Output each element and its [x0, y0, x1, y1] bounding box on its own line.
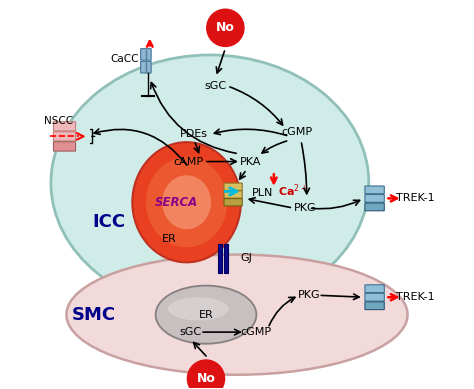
Text: ICC: ICC: [92, 213, 126, 231]
Text: PLN: PLN: [252, 187, 273, 198]
Text: cGMP: cGMP: [282, 128, 313, 137]
FancyBboxPatch shape: [365, 302, 384, 310]
FancyBboxPatch shape: [219, 244, 222, 273]
FancyBboxPatch shape: [141, 61, 151, 73]
Text: GJ: GJ: [240, 253, 252, 263]
Text: PKA: PKA: [240, 156, 261, 166]
Text: PKG: PKG: [297, 290, 320, 300]
FancyBboxPatch shape: [224, 244, 228, 273]
FancyBboxPatch shape: [365, 293, 384, 301]
Text: TREK-1: TREK-1: [396, 193, 435, 203]
FancyBboxPatch shape: [54, 132, 75, 141]
FancyBboxPatch shape: [224, 198, 242, 206]
Text: ER: ER: [199, 310, 213, 320]
FancyBboxPatch shape: [365, 203, 384, 211]
Text: TREK-1: TREK-1: [396, 292, 435, 302]
Text: No: No: [197, 372, 215, 385]
Ellipse shape: [132, 142, 241, 262]
Text: CaCC: CaCC: [110, 54, 139, 64]
Ellipse shape: [168, 297, 228, 321]
Text: sGC: sGC: [205, 81, 227, 91]
FancyBboxPatch shape: [365, 194, 384, 202]
Text: cGMP: cGMP: [241, 327, 272, 337]
Text: Ca$^{2+}$: Ca$^{2+}$: [278, 182, 308, 199]
Ellipse shape: [162, 175, 211, 229]
Ellipse shape: [155, 286, 256, 344]
FancyBboxPatch shape: [54, 122, 75, 131]
Text: NSCC: NSCC: [45, 116, 73, 126]
Text: No: No: [216, 21, 235, 34]
Text: sGC: sGC: [180, 327, 201, 337]
Ellipse shape: [51, 55, 369, 311]
FancyBboxPatch shape: [224, 191, 242, 198]
Circle shape: [207, 9, 244, 46]
FancyBboxPatch shape: [224, 183, 242, 191]
Ellipse shape: [66, 254, 408, 375]
Text: cAMP: cAMP: [173, 156, 204, 166]
Text: PKG: PKG: [293, 203, 316, 213]
Text: ER: ER: [162, 234, 176, 244]
Circle shape: [187, 360, 225, 389]
FancyBboxPatch shape: [365, 285, 384, 293]
FancyBboxPatch shape: [54, 142, 75, 151]
FancyBboxPatch shape: [365, 186, 384, 194]
FancyBboxPatch shape: [141, 49, 151, 60]
Ellipse shape: [146, 157, 228, 247]
Text: SERCA: SERCA: [155, 196, 199, 209]
Text: SMC: SMC: [72, 306, 116, 324]
Text: PDEs: PDEs: [181, 130, 209, 139]
